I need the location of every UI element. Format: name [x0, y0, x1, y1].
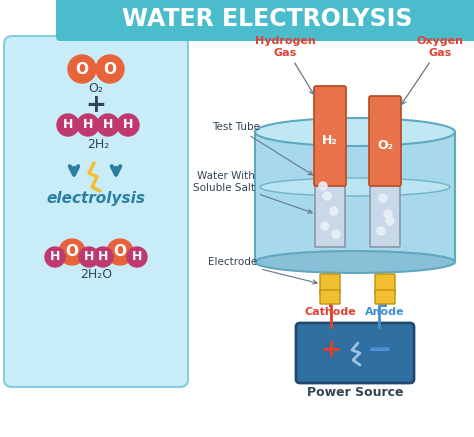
Ellipse shape: [255, 251, 455, 273]
Text: H: H: [50, 250, 60, 264]
Text: O₂: O₂: [377, 139, 393, 152]
Text: +: +: [86, 93, 107, 117]
Text: Hydrogen
Gas: Hydrogen Gas: [255, 36, 315, 94]
Circle shape: [379, 194, 387, 202]
Circle shape: [79, 247, 99, 267]
Circle shape: [97, 114, 119, 136]
FancyBboxPatch shape: [56, 0, 474, 41]
Circle shape: [330, 207, 338, 215]
Circle shape: [384, 210, 392, 218]
FancyBboxPatch shape: [315, 181, 345, 247]
Ellipse shape: [255, 118, 455, 146]
Text: H: H: [83, 118, 93, 132]
Text: 2H₂: 2H₂: [87, 138, 109, 150]
FancyBboxPatch shape: [375, 290, 395, 304]
FancyBboxPatch shape: [4, 36, 188, 387]
Text: Cathode: Cathode: [304, 307, 356, 317]
Text: WATER ELECTROLYSIS: WATER ELECTROLYSIS: [122, 7, 412, 31]
Text: Test Tube: Test Tube: [212, 122, 312, 175]
Circle shape: [386, 217, 394, 225]
Circle shape: [68, 55, 96, 83]
Text: H: H: [63, 118, 73, 132]
Circle shape: [57, 114, 79, 136]
Circle shape: [45, 247, 65, 267]
Text: O: O: [113, 244, 127, 260]
Circle shape: [127, 247, 147, 267]
Circle shape: [332, 230, 340, 238]
Text: H: H: [123, 118, 133, 132]
Text: O: O: [75, 62, 89, 76]
Text: Water With
Soluble Salt: Water With Soluble Salt: [193, 171, 312, 213]
FancyBboxPatch shape: [369, 96, 401, 186]
Circle shape: [319, 182, 327, 190]
Text: O: O: [103, 62, 117, 76]
Circle shape: [377, 227, 385, 235]
FancyBboxPatch shape: [375, 274, 395, 294]
Bar: [255, 132, 455, 262]
Circle shape: [93, 247, 113, 267]
FancyBboxPatch shape: [320, 290, 340, 304]
Text: H: H: [98, 250, 108, 264]
Text: O₂: O₂: [89, 83, 103, 96]
Text: H: H: [132, 250, 142, 264]
Text: Anode: Anode: [365, 307, 405, 317]
Circle shape: [321, 222, 329, 230]
Ellipse shape: [260, 178, 450, 196]
Text: H: H: [84, 250, 94, 264]
FancyBboxPatch shape: [370, 181, 400, 247]
Circle shape: [323, 192, 331, 200]
Text: Oxygen
Gas: Oxygen Gas: [401, 36, 464, 104]
Text: Power Source: Power Source: [307, 386, 403, 399]
Text: −: −: [366, 336, 392, 365]
Text: H: H: [103, 118, 113, 132]
FancyBboxPatch shape: [320, 274, 340, 294]
FancyBboxPatch shape: [296, 323, 414, 383]
Text: 2H₂O: 2H₂O: [80, 267, 112, 281]
Text: H₂: H₂: [322, 134, 338, 147]
Text: electrolysis: electrolysis: [46, 191, 146, 207]
Text: O: O: [65, 244, 79, 260]
Text: +: +: [320, 338, 341, 362]
Text: Electrode: Electrode: [208, 257, 317, 284]
FancyBboxPatch shape: [314, 86, 346, 186]
Circle shape: [117, 114, 139, 136]
Circle shape: [96, 55, 124, 83]
Circle shape: [59, 239, 85, 265]
Circle shape: [77, 114, 99, 136]
Circle shape: [107, 239, 133, 265]
